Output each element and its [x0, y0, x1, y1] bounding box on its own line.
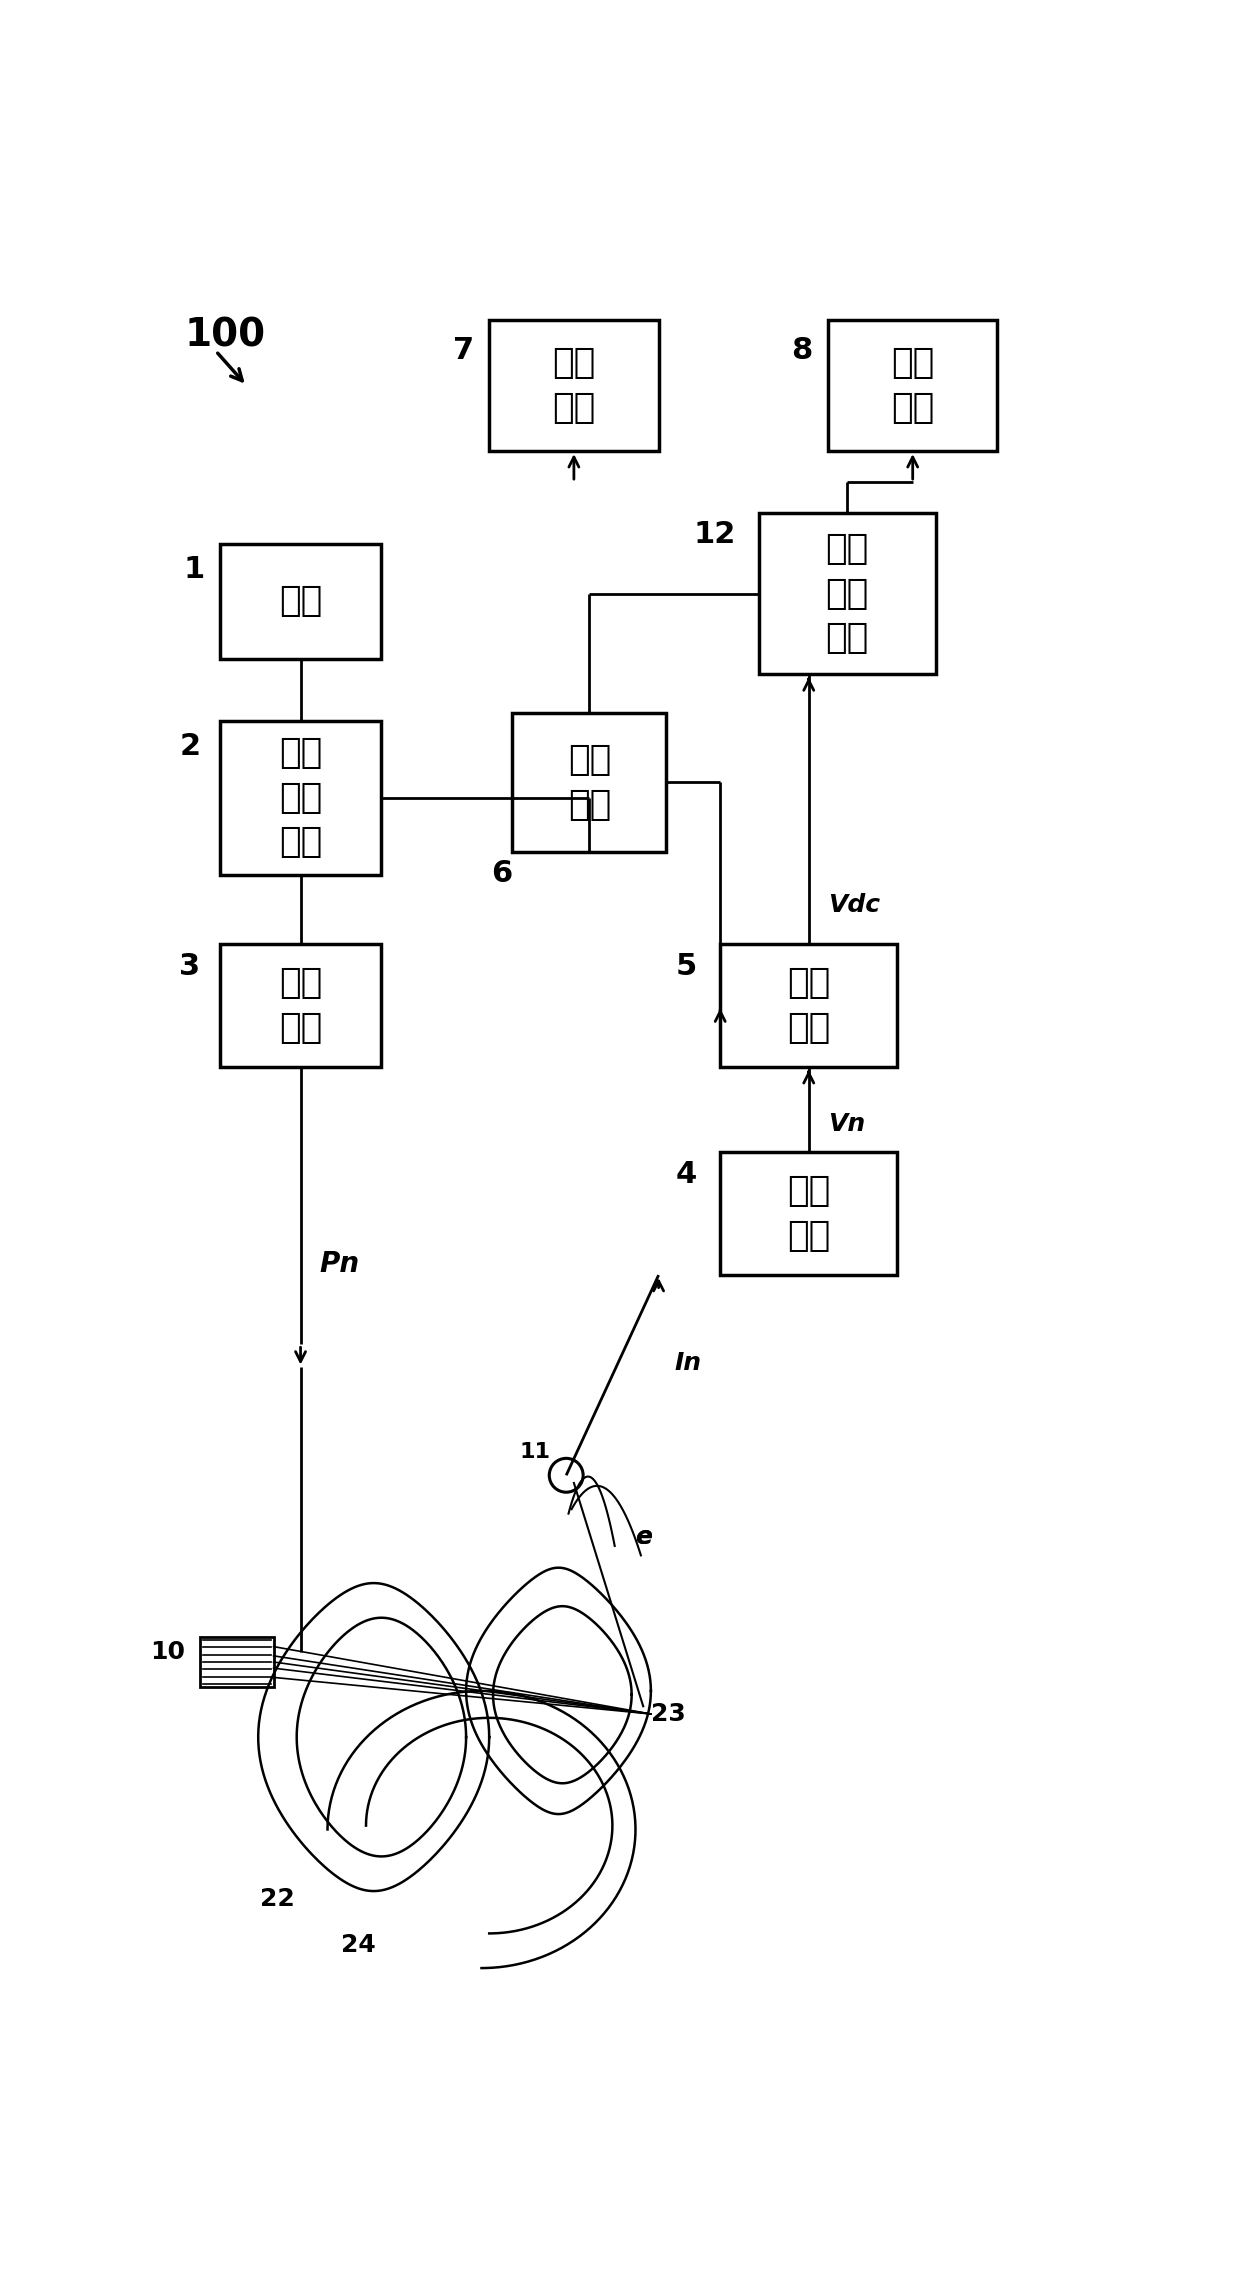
- Text: 100: 100: [185, 317, 267, 354]
- Text: 控制
单元: 控制 单元: [568, 742, 611, 822]
- Bar: [219, 943, 382, 1067]
- Text: 3: 3: [180, 952, 201, 980]
- Text: 匹配
单元: 匹配 单元: [279, 966, 322, 1046]
- Text: Pn: Pn: [320, 1249, 360, 1277]
- Text: 24: 24: [341, 1932, 376, 1957]
- Text: 5: 5: [676, 952, 697, 980]
- Text: In: In: [675, 1352, 701, 1375]
- Bar: [828, 320, 997, 452]
- Text: 电源: 电源: [279, 585, 322, 619]
- Bar: [512, 713, 666, 852]
- Bar: [201, 1638, 274, 1688]
- Text: 8: 8: [791, 336, 812, 365]
- Text: e: e: [635, 1526, 652, 1549]
- Text: 放大
单元: 放大 单元: [787, 1174, 831, 1254]
- Text: 10: 10: [150, 1640, 185, 1665]
- Bar: [720, 943, 898, 1067]
- Text: 数据
处理
单元: 数据 处理 单元: [826, 532, 869, 656]
- Text: 22: 22: [260, 1887, 295, 1912]
- Text: e: e: [635, 1526, 652, 1549]
- Text: 12: 12: [693, 521, 735, 550]
- Bar: [720, 1151, 898, 1274]
- Bar: [219, 544, 382, 660]
- Text: 11: 11: [520, 1441, 551, 1462]
- Bar: [759, 514, 936, 674]
- Bar: [219, 722, 382, 875]
- Text: 7: 7: [453, 336, 474, 365]
- Text: 1: 1: [184, 555, 205, 585]
- Text: 信号
切换
单元: 信号 切换 单元: [279, 735, 322, 859]
- Text: 6: 6: [491, 859, 512, 888]
- Text: 转换
单元: 转换 单元: [787, 966, 831, 1046]
- Text: 显示
单元: 显示 单元: [552, 347, 595, 425]
- Text: Vn: Vn: [828, 1112, 866, 1137]
- Text: 4: 4: [676, 1160, 697, 1188]
- Text: 驱动
机构: 驱动 机构: [892, 347, 934, 425]
- Text: Vdc: Vdc: [828, 893, 880, 918]
- Text: 23: 23: [651, 1702, 686, 1727]
- Bar: [490, 320, 658, 452]
- Text: 2: 2: [180, 733, 201, 761]
